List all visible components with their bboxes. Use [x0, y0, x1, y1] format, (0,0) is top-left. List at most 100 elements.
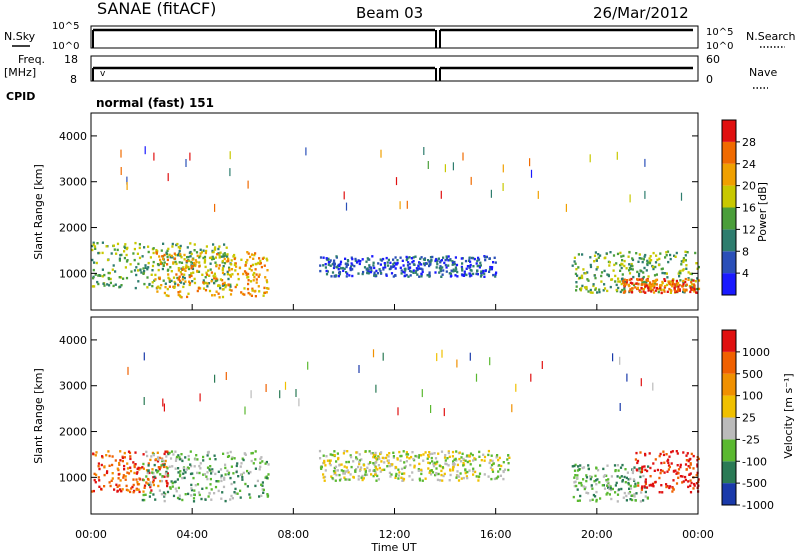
data-cell	[217, 267, 221, 270]
data-cell	[629, 487, 633, 490]
data-cell	[158, 277, 161, 281]
data-cell	[152, 260, 155, 264]
data-cell	[392, 451, 395, 454]
data-cell	[259, 259, 262, 263]
data-cell	[143, 486, 146, 489]
data-cell	[205, 273, 209, 276]
cpid-label: CPID	[6, 90, 35, 103]
data-cell	[668, 281, 671, 285]
data-cell	[92, 268, 95, 272]
data-cell	[207, 282, 211, 285]
nsky-label: N.Sky	[4, 30, 36, 43]
data-cell	[434, 473, 437, 477]
data-cell	[264, 476, 267, 479]
data-cell	[643, 266, 646, 270]
data-cell	[193, 281, 197, 285]
data-cell	[623, 491, 626, 495]
data-cell	[634, 282, 637, 285]
data-cell	[161, 463, 164, 466]
data-cell	[652, 267, 655, 271]
data-cell	[214, 485, 218, 489]
freq-panel: v Freq. [MHz] 18 8 60 0 Nave	[4, 53, 777, 89]
data-cell	[682, 279, 685, 283]
data-cell	[205, 271, 208, 274]
data-cell	[627, 255, 630, 258]
data-cell	[181, 498, 184, 502]
data-cell	[367, 462, 370, 466]
data-cell	[399, 256, 402, 259]
data-cell	[253, 253, 256, 257]
data-cell	[616, 493, 620, 496]
data-cell	[618, 476, 622, 479]
data-cell	[445, 258, 448, 261]
data-cell	[226, 455, 230, 458]
data-cell	[455, 450, 458, 453]
data-cell	[322, 476, 325, 479]
data-cell	[475, 475, 478, 478]
data-cell	[460, 257, 463, 260]
data-cell	[434, 457, 438, 460]
data-cell	[127, 489, 130, 492]
data-cell	[200, 251, 204, 254]
data-cell	[603, 474, 606, 477]
data-cell	[134, 286, 137, 290]
data-cell	[182, 467, 185, 470]
data-cell	[452, 270, 455, 273]
data-cell	[116, 489, 119, 493]
data-cell	[589, 499, 592, 502]
data-cell	[397, 474, 400, 477]
data-cell	[373, 274, 376, 277]
data-cell	[593, 274, 596, 277]
data-cell	[177, 454, 180, 457]
data-cell	[595, 498, 598, 502]
data-cell	[92, 243, 95, 246]
data-cell	[93, 285, 96, 288]
data-cell	[585, 479, 588, 483]
data-cell	[447, 464, 450, 467]
data-cell	[374, 451, 377, 455]
data-cell	[437, 257, 440, 260]
data-cell	[247, 291, 250, 295]
data-streak	[469, 352, 471, 361]
data-cell	[229, 476, 232, 480]
data-cell	[155, 469, 158, 472]
xtick-label: 08:00	[277, 528, 309, 541]
data-cell	[350, 265, 353, 268]
data-cell	[231, 273, 234, 276]
data-cell	[124, 266, 127, 269]
data-cell	[240, 473, 243, 476]
data-cell	[125, 276, 129, 280]
data-cell	[374, 274, 377, 277]
data-cell	[130, 270, 133, 273]
data-cell	[152, 493, 155, 496]
data-cell	[669, 280, 672, 283]
data-streak	[456, 359, 458, 368]
data-cell	[464, 259, 468, 263]
data-cell	[372, 474, 375, 478]
data-streak	[244, 406, 246, 415]
data-cell	[396, 261, 399, 265]
data-cell	[138, 477, 141, 480]
data-cell	[607, 274, 610, 278]
data-cell	[232, 255, 235, 258]
data-cell	[665, 251, 668, 254]
data-cell	[338, 479, 342, 482]
data-cell	[695, 474, 698, 477]
data-cell	[154, 278, 157, 281]
data-cell	[587, 290, 590, 293]
data-cell	[401, 270, 405, 273]
data-cell	[146, 454, 149, 458]
data-cell	[628, 263, 631, 266]
data-cell	[143, 484, 147, 487]
data-cell	[166, 287, 169, 291]
data-cell	[357, 272, 360, 275]
data-cell	[230, 465, 233, 468]
data-cell	[591, 291, 594, 294]
data-cell	[162, 257, 165, 261]
data-cell	[689, 491, 693, 494]
data-cell	[463, 270, 466, 273]
data-cell	[671, 281, 674, 284]
data-cell	[91, 248, 94, 252]
data-cell	[449, 275, 452, 278]
